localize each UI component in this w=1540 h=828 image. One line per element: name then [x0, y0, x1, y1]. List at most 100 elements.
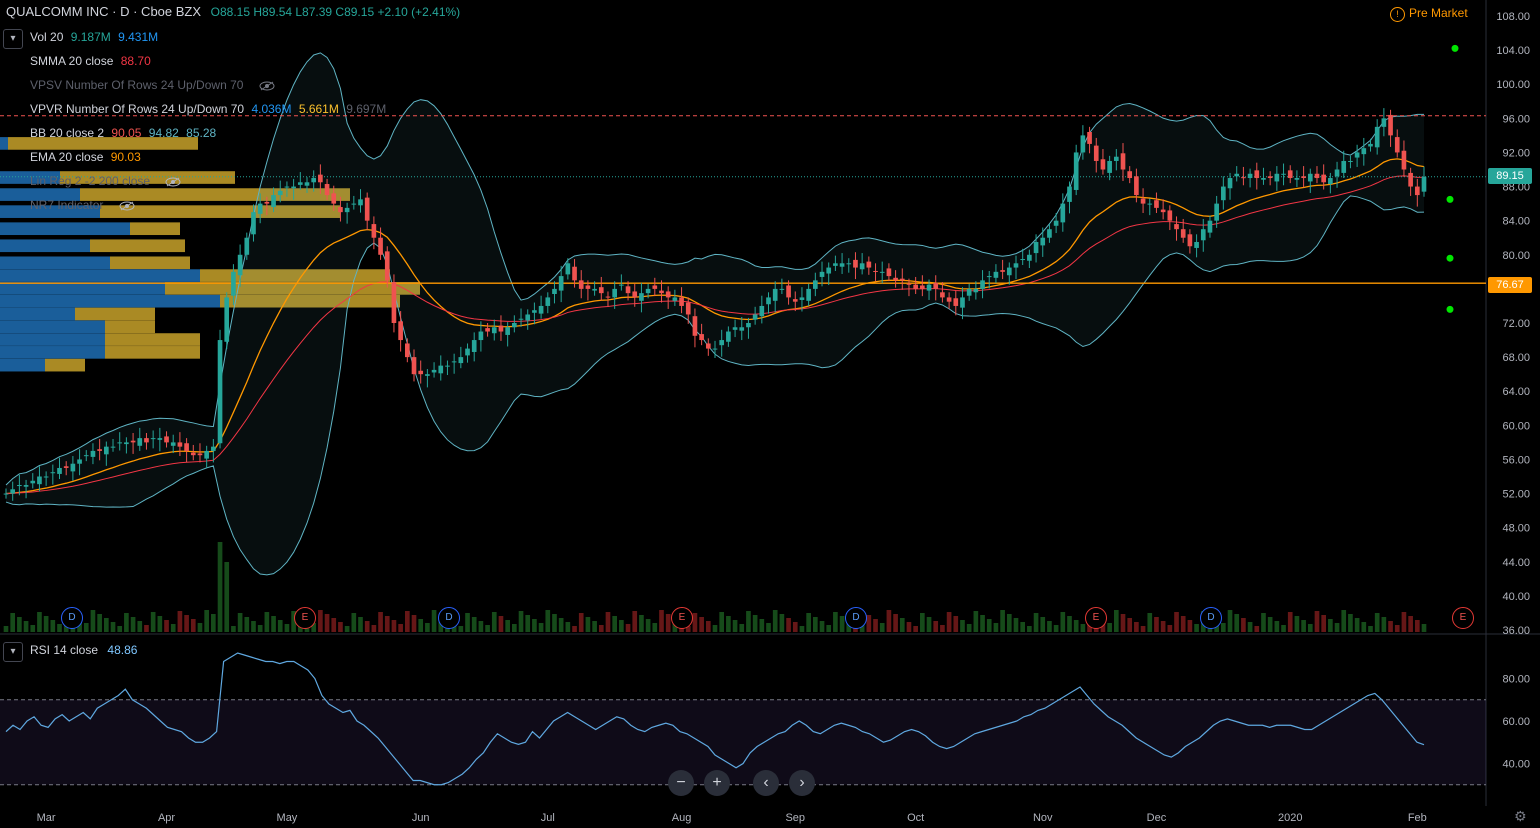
- earnings-badge[interactable]: E: [294, 607, 316, 629]
- volume-bar: [10, 613, 16, 632]
- smma-value: 88.70: [120, 54, 151, 68]
- candle-body: [1287, 170, 1293, 179]
- volume-bar: [197, 623, 203, 632]
- scroll-right-button[interactable]: ›: [789, 770, 815, 796]
- candle-body: [244, 237, 250, 255]
- legend-rsi[interactable]: RSI 14 close 48.86: [30, 643, 137, 657]
- x-tick-label: Sep: [785, 812, 805, 824]
- candle-body: [732, 327, 738, 330]
- volume-bar: [1321, 615, 1326, 632]
- vp-up-bar: [0, 171, 60, 184]
- candle-body: [1381, 118, 1387, 127]
- volume-bar: [43, 616, 49, 632]
- legend-vpsv[interactable]: VPSV Number Of Rows 24 Up/Down 70: [30, 78, 275, 92]
- dividend-badge[interactable]: D: [438, 607, 460, 629]
- candle-body: [786, 285, 791, 298]
- settings-gear-icon[interactable]: ⚙: [1514, 808, 1527, 824]
- volume-bar: [344, 626, 350, 632]
- candle-body: [933, 282, 939, 289]
- volume-bar: [1361, 622, 1367, 632]
- volume-bar: [598, 625, 604, 632]
- volume-bar: [839, 616, 845, 632]
- volume-bar: [1368, 626, 1373, 632]
- volume-bar: [1388, 621, 1393, 632]
- candle-body: [70, 463, 76, 472]
- candle-body: [1113, 156, 1119, 161]
- volume-bar: [425, 623, 430, 632]
- candle-body: [1160, 209, 1166, 213]
- y-tick-label: 60.00: [1502, 420, 1530, 432]
- zoom-out-button[interactable]: −: [668, 770, 694, 796]
- candle-body: [277, 190, 283, 196]
- earnings-badge[interactable]: E: [1452, 607, 1474, 629]
- dividend-badge[interactable]: D: [61, 607, 83, 629]
- legend-ema[interactable]: EMA 20 close 90.03: [30, 150, 145, 164]
- volume-bar: [224, 562, 230, 632]
- y-tick-label: 52.00: [1502, 489, 1530, 501]
- candle-body: [124, 442, 129, 445]
- y-tick-label: 96.00: [1502, 113, 1530, 125]
- volume-bar: [204, 610, 209, 632]
- candle-body: [1013, 263, 1019, 268]
- volume-bar: [338, 622, 343, 632]
- candle-body: [1180, 229, 1186, 238]
- hidden-eye-icon[interactable]: [165, 177, 181, 187]
- candle-body: [625, 286, 631, 294]
- candle-body: [257, 203, 263, 214]
- vpvr-value-1: 4.036M: [251, 102, 292, 116]
- volume-bar: [980, 615, 985, 632]
- candle-body: [926, 284, 932, 291]
- candle-body: [1401, 150, 1407, 170]
- volume-bar: [1073, 620, 1079, 632]
- legend-linreg[interactable]: Lin Reg 2 -2 200 close: [30, 174, 181, 188]
- volume-bar: [1053, 625, 1059, 632]
- candle-body: [23, 485, 29, 487]
- volume-bar: [398, 624, 403, 632]
- hidden-eye-icon[interactable]: [259, 81, 275, 91]
- rsi-line: [5, 652, 1425, 786]
- symbol-title[interactable]: QUALCOMM INC · D · Cboe BZX: [6, 4, 202, 19]
- collapse-indicators-icon[interactable]: ▾: [3, 29, 23, 49]
- legend-nr7[interactable]: NR7 Indicator: [30, 198, 135, 212]
- legend-bb[interactable]: BB 20 close 2 90.05 94.82 85.28: [30, 126, 220, 140]
- candle-body: [1107, 160, 1112, 173]
- dividend-badge[interactable]: D: [1200, 607, 1222, 629]
- candle-body: [946, 297, 952, 302]
- scroll-left-button[interactable]: ‹: [753, 770, 779, 796]
- volume-bar: [1394, 625, 1400, 632]
- candle-body: [505, 327, 510, 335]
- vp-down-bar: [200, 269, 390, 282]
- candle-body: [264, 201, 270, 204]
- linreg-name: Lin Reg 2 -2 200 close: [30, 174, 151, 188]
- candle-body: [1388, 114, 1393, 136]
- hidden-eye-icon[interactable]: [119, 201, 135, 211]
- dividend-badge[interactable]: D: [845, 607, 867, 629]
- candle-body: [404, 343, 410, 358]
- candle-body: [1221, 186, 1226, 201]
- candle-body: [826, 267, 832, 274]
- premarket-status[interactable]: ! Pre Market: [1390, 6, 1468, 22]
- candle-body: [1334, 169, 1340, 177]
- zoom-in-button[interactable]: +: [704, 770, 730, 796]
- volume-bar: [331, 618, 337, 632]
- candle-body: [184, 443, 189, 451]
- volume-bar: [57, 624, 62, 632]
- legend-vpvr[interactable]: VPVR Number Of Rows 24 Up/Down 70 4.036M…: [30, 102, 390, 116]
- candle-body: [1254, 170, 1260, 179]
- candle-body: [759, 305, 765, 317]
- x-tick-label: Jun: [412, 812, 430, 824]
- candle-body: [1394, 137, 1400, 153]
- collapse-rsi-icon[interactable]: ▾: [3, 642, 23, 662]
- volume-bar: [117, 626, 123, 632]
- earnings-badge[interactable]: E: [1085, 607, 1107, 629]
- bb-value-1: 90.05: [111, 126, 142, 140]
- volume-bar: [244, 617, 250, 632]
- legend-smma[interactable]: SMMA 20 close 88.70: [30, 54, 155, 68]
- candle-body: [545, 297, 551, 306]
- legend-vol[interactable]: Vol 20 9.187M 9.431M: [30, 30, 162, 44]
- x-tick-label: May: [277, 812, 298, 824]
- earnings-badge[interactable]: E: [671, 607, 693, 629]
- volume-bar: [1033, 613, 1039, 632]
- candle-body: [853, 259, 858, 268]
